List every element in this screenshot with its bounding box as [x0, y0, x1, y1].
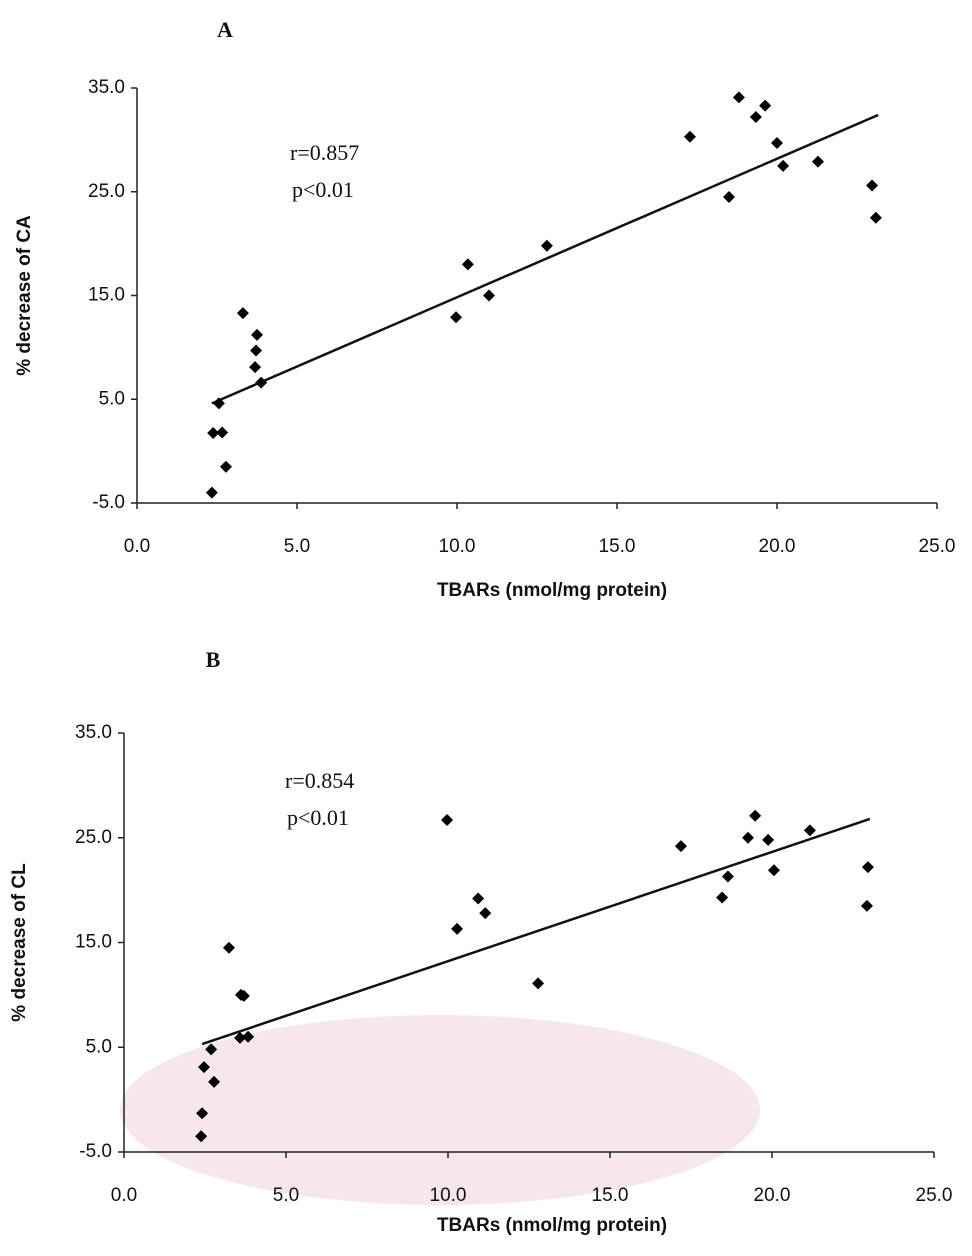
- annotation: p<0.01: [287, 805, 349, 830]
- data-point: [237, 989, 250, 1002]
- panel-title: A: [217, 17, 233, 42]
- data-point: [242, 1030, 255, 1043]
- data-point: [207, 426, 220, 439]
- data-point: [451, 922, 464, 935]
- y-tick-label: 35.0: [75, 722, 112, 743]
- x-tick-label: 10.0: [439, 536, 476, 557]
- x-tick-label: 0.0: [124, 536, 150, 557]
- data-point: [250, 344, 263, 357]
- data-point: [195, 1130, 208, 1143]
- x-axis-title: TBARs (nmol/mg protein): [437, 580, 667, 601]
- data-point: [472, 892, 485, 905]
- data-point: [208, 1075, 221, 1088]
- data-point: [811, 155, 824, 168]
- data-point: [674, 840, 687, 853]
- data-point: [233, 1031, 246, 1044]
- panel-title: B: [206, 647, 221, 672]
- data-point: [196, 1107, 209, 1120]
- annotation: p<0.01: [292, 177, 354, 202]
- data-point: [479, 907, 492, 920]
- data-point: [441, 813, 454, 826]
- x-tick-label: 5.0: [273, 1185, 299, 1206]
- data-point: [861, 861, 874, 874]
- x-tick-label: 10.0: [430, 1185, 467, 1206]
- data-point: [749, 809, 762, 822]
- y-tick-label: -5.0: [92, 492, 125, 513]
- data-point: [762, 833, 775, 846]
- data-point: [216, 426, 229, 439]
- data-point: [721, 870, 734, 883]
- data-point: [749, 111, 762, 124]
- y-axis-title: % decrease of CL: [9, 863, 30, 1022]
- data-point: [255, 376, 268, 389]
- annotation: r=0.857: [290, 140, 359, 165]
- data-point: [219, 460, 232, 473]
- x-tick-label: 25.0: [919, 536, 956, 557]
- data-point: [236, 307, 249, 320]
- x-tick-label: 15.0: [592, 1185, 629, 1206]
- data-point: [222, 941, 235, 954]
- x-tick-label: 25.0: [916, 1185, 953, 1206]
- data-point: [759, 99, 772, 112]
- data-point: [540, 239, 553, 252]
- data-point: [249, 361, 262, 374]
- data-point: [205, 1043, 218, 1056]
- y-tick-label: 5.0: [86, 1036, 112, 1057]
- data-point: [683, 130, 696, 143]
- y-tick-label: 25.0: [88, 181, 125, 202]
- trend-line: [201, 817, 871, 1046]
- y-tick-label: 35.0: [88, 77, 125, 98]
- data-point: [866, 179, 879, 192]
- data-point: [777, 159, 790, 172]
- data-point: [767, 864, 780, 877]
- data-point: [198, 1061, 211, 1074]
- y-tick-label: 5.0: [99, 388, 125, 409]
- y-tick-label: 15.0: [75, 932, 112, 953]
- data-point: [723, 190, 735, 203]
- data-point: [450, 311, 463, 324]
- y-tick-label: -5.0: [79, 1141, 112, 1162]
- x-tick-label: 15.0: [599, 536, 636, 557]
- data-point: [771, 136, 783, 149]
- x-tick-label: 5.0: [284, 536, 310, 557]
- data-point: [716, 891, 729, 904]
- x-tick-label: 20.0: [754, 1185, 791, 1206]
- data-point: [251, 328, 263, 341]
- data-point: [483, 289, 495, 302]
- x-axis-title: TBARs (nmol/mg protein): [437, 1215, 667, 1236]
- data-point: [860, 899, 873, 912]
- data-point: [532, 977, 545, 990]
- data-point: [212, 397, 225, 410]
- y-tick-label: 15.0: [88, 285, 125, 306]
- data-point: [742, 831, 755, 844]
- x-tick-label: 0.0: [111, 1185, 137, 1206]
- x-tick-label: 20.0: [759, 536, 796, 557]
- y-axis-title: % decrease of CA: [14, 215, 35, 376]
- data-point: [869, 211, 882, 224]
- data-point: [461, 258, 474, 271]
- watermark: [120, 1015, 760, 1205]
- y-tick-label: 25.0: [75, 827, 112, 848]
- data-point: [732, 91, 745, 104]
- data-point: [803, 824, 816, 837]
- annotation: r=0.854: [285, 768, 354, 793]
- data-point: [205, 486, 218, 499]
- trend-line: [211, 113, 879, 405]
